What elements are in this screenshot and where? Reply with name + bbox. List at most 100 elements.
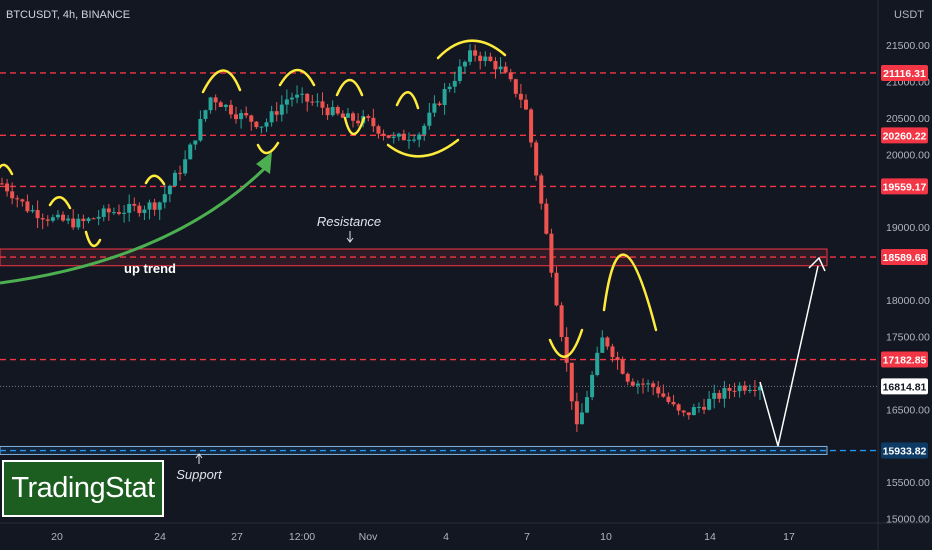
candle-body	[351, 113, 356, 121]
pattern-arc	[602, 253, 658, 332]
candle-body	[127, 203, 132, 213]
y-tick-label: 15000.00	[886, 514, 930, 526]
candle-body	[544, 203, 549, 234]
candle-body	[447, 86, 452, 90]
candle-body	[747, 389, 752, 391]
candle-body	[35, 210, 40, 219]
y-tick-label: 18000.00	[886, 295, 930, 307]
x-tick-label: 12:00	[289, 531, 315, 543]
candle-body	[289, 97, 294, 100]
candle-body	[732, 390, 737, 392]
candle-body	[198, 118, 203, 141]
candle-body	[213, 97, 218, 103]
level-20260-tag	[881, 127, 928, 144]
candle-body	[50, 217, 55, 221]
candle-body	[386, 135, 391, 138]
pattern-arc	[256, 141, 280, 155]
candle-body	[656, 387, 661, 394]
y-tick-label: 20000.00	[886, 149, 930, 161]
candle-body	[335, 107, 340, 114]
candle-body	[427, 112, 432, 126]
candle-body	[162, 194, 167, 203]
candle-body	[111, 212, 116, 214]
candle-body	[503, 66, 508, 73]
candle-body	[183, 159, 188, 174]
candle-body	[61, 214, 66, 221]
candle-body	[239, 113, 244, 120]
uptrend-curve	[0, 166, 267, 285]
candle-body	[493, 60, 498, 70]
candle-body	[717, 392, 722, 399]
candle-body	[462, 61, 467, 67]
pattern-arc	[386, 138, 460, 158]
level-15933-tag	[881, 442, 928, 459]
candle-body	[45, 219, 50, 221]
candle-body	[300, 93, 305, 95]
candle-body	[442, 89, 447, 105]
currency-label: USDT	[894, 9, 924, 21]
candle-body	[549, 233, 554, 273]
candle-body	[0, 183, 4, 185]
candle-body	[681, 410, 686, 413]
candle-body	[600, 337, 605, 353]
candle-body	[203, 110, 208, 119]
y-tick-label: 16500.00	[886, 404, 930, 416]
candle-body	[91, 218, 96, 220]
projection-path	[759, 265, 819, 447]
candle-body	[676, 404, 681, 411]
pattern-arc	[343, 116, 366, 136]
candle-body	[742, 385, 747, 391]
candle-body	[625, 373, 630, 382]
candle-body	[712, 392, 717, 399]
candle-body	[157, 202, 162, 210]
x-tick-label: 17	[783, 531, 795, 543]
candle-body	[228, 104, 233, 115]
candle-body	[391, 136, 396, 138]
level-19559-tag	[881, 178, 928, 195]
candle-body	[651, 383, 656, 388]
candle-body	[86, 218, 91, 222]
candle-body	[605, 337, 610, 347]
level-17182-tag-label: 17182.85	[883, 355, 927, 367]
pattern-arc	[48, 196, 72, 210]
candle-body	[25, 201, 30, 212]
candle-body	[473, 50, 478, 56]
candle-body	[259, 126, 264, 128]
candle-body	[696, 406, 701, 408]
candle-body	[646, 383, 651, 385]
candle-body	[691, 407, 696, 416]
candle-body	[401, 133, 406, 141]
candle-body	[142, 209, 147, 213]
candle-body	[81, 218, 86, 222]
candle-body	[172, 172, 177, 186]
y-tick-label: 21500.00	[886, 40, 930, 52]
candle-body	[66, 218, 71, 221]
candle-body	[284, 99, 289, 105]
candle-body	[518, 93, 523, 100]
candle-body	[595, 352, 600, 375]
candle-body	[223, 104, 228, 107]
candle-body	[96, 216, 101, 219]
candle-body	[640, 383, 645, 385]
candle-body	[758, 386, 762, 391]
y-tick-label: 20500.00	[886, 113, 930, 125]
candle-body	[737, 385, 742, 392]
candle-body	[396, 133, 401, 137]
support-label: Support	[176, 467, 223, 482]
candle-body	[340, 113, 345, 118]
candle-body	[101, 208, 106, 217]
candle-body	[295, 94, 300, 98]
pattern-arc	[201, 69, 242, 94]
candle-body	[325, 107, 330, 116]
x-tick-label: 4	[443, 531, 449, 543]
x-tick-label: 27	[231, 531, 243, 543]
candle-body	[661, 393, 666, 397]
candle-body	[345, 113, 350, 118]
candle-body	[20, 199, 25, 202]
candle-body	[483, 56, 488, 61]
candle-body	[412, 139, 417, 141]
candle-body	[585, 397, 590, 413]
candle-body	[279, 104, 284, 115]
